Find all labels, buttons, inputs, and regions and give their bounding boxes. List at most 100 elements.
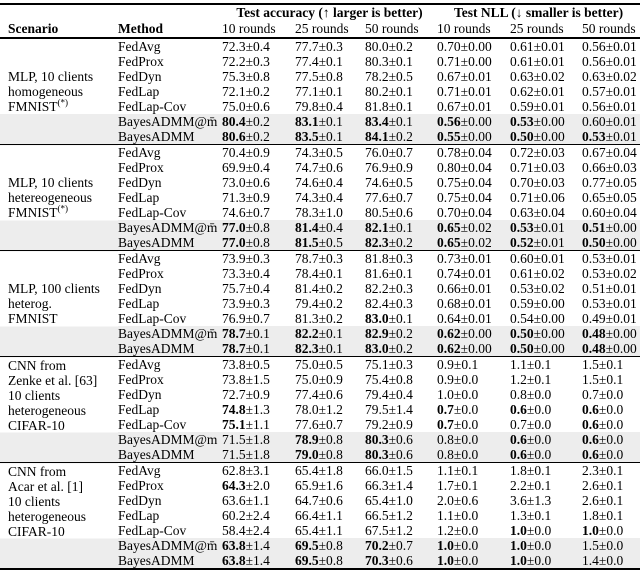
value-cell: 69.5±0.8 [295,538,343,553]
value-mean: 74.3 [295,145,319,160]
method-cell: FedDyn [118,387,162,402]
value-mean: 64.3 [222,478,246,493]
value-cell: 0.70±0.03 [510,175,565,190]
value-mean: 83.4 [365,114,389,129]
value-cell: 0.7±0.0 [437,417,479,432]
method-cell: FedProx [118,372,164,387]
value-mean: 0.8 [437,447,454,462]
method-cell: FedProx [118,160,164,175]
value-mean: 1.3 [510,508,527,523]
value-mean: 0.7 [437,402,454,417]
value-cell: 1.4±0.0 [582,553,624,568]
scenario-line: CNN from [8,358,67,373]
value-mean: 78.0 [295,402,319,417]
value-cell: 77.1±0.1 [295,84,343,99]
value-cell: 1.8±0.1 [582,508,624,523]
value-mean: 0.60 [510,251,534,266]
value-mean: 78.4 [295,266,319,281]
value-mean: 0.62 [510,84,534,99]
table-row: FedLap-Cov 74.6±0.7 78.3±1.0 80.5±0.6 0.70±0… [0,205,640,220]
value-mean: 0.52 [510,235,534,250]
value-mean: 0.53 [510,114,534,129]
value-cell: 0.71±0.06 [510,190,565,205]
table-row: FedProx 73.3±0.4 78.4±0.1 81.6±0.1 0.74±0.01… [0,266,640,281]
value-cell: 78.9±0.8 [295,432,343,447]
value-cell: 81.6±0.1 [365,266,413,281]
value-cell: 65.4±1.1 [295,523,343,538]
value-mean: 66.4 [295,508,319,523]
value-mean: 74.6 [222,205,246,220]
value-mean: 1.5 [582,357,599,372]
value-mean: 72.7 [222,387,246,402]
value-mean: 0.74 [437,266,461,281]
value-cell: 83.4±0.1 [365,114,413,129]
value-cell: 71.5±1.8 [222,447,270,462]
method-cell: FedProx [118,478,164,493]
value-cell: 73.8±0.5 [222,357,270,372]
table-row: CNN from Acar et al. [1] 10 clients heterog… [0,462,640,569]
value-cell: 0.50±0.00 [582,235,637,250]
method-cell: FedLap [118,508,160,523]
value-mean: 0.60 [582,114,606,129]
value-mean: 77.7 [295,39,319,54]
value-mean: 0.6 [582,402,599,417]
acc-25-rounds-header: 25 rounds [295,21,349,36]
value-cell: 1.0±0.0 [510,553,552,568]
table-row: FedLap 74.8±1.3 78.0±1.2 79.5±1.4 0.7±0.0 0.6… [0,402,640,417]
value-cell: 83.1±0.1 [295,114,343,129]
method-cell: BayesADMM@m̄ [118,220,218,235]
value-cell: 82.2±0.3 [365,281,413,296]
value-mean: 80.0 [365,39,389,54]
value-cell: 76.9±0.7 [222,311,270,326]
scenario-line: MLP, 10 clients [8,175,94,190]
scenario-line: Zenke et al. [63] [8,373,98,388]
value-cell: 73.8±1.5 [222,372,270,387]
value-mean: 76.0 [365,145,389,160]
value-cell: 0.52±0.01 [510,235,565,250]
table-row: MLP, 10 clients hetereogeneous FMNIST(*) Fe… [0,144,640,251]
value-cell: 78.4±0.1 [295,266,343,281]
value-cell: 1.2±0.0 [437,523,479,538]
table-row: BayesADMM 80.6±0.2 83.5±0.1 84.1±0.2 0.55±0.… [0,129,640,145]
value-cell: 75.0±0.5 [295,357,343,372]
test-nll-group-header: Test NLL (↓ smaller is better) [453,5,624,20]
value-mean: 76.9 [222,311,246,326]
value-cell: 1.2±0.1 [510,372,552,387]
value-mean: 64.7 [295,493,319,508]
value-mean: 2.2 [510,478,527,493]
value-cell: 0.64±0.01 [437,311,492,326]
value-cell: 0.57±0.01 [582,84,637,99]
value-mean: 0.62 [437,341,461,356]
scenario-line: FMNIST(*) [8,203,69,220]
value-mean: 62.8 [222,463,246,478]
value-mean: 0.70 [437,39,461,54]
value-mean: 74.6 [295,175,319,190]
method-cell: BayesADMM [118,553,195,568]
value-mean: 0.60 [582,205,606,220]
value-cell: 0.49±0.01 [582,311,637,326]
value-mean: 82.9 [365,326,389,341]
table-row: FedDyn 63.6±1.1 64.7±0.6 65.4±1.0 2.0±0.6 3.6… [0,493,640,508]
value-cell: 69.5±0.8 [295,553,343,568]
value-mean: 75.1 [222,417,246,432]
value-mean: 1.0 [510,523,527,538]
value-cell: 1.3±0.1 [510,508,552,523]
method-cell: FedLap-Cov [118,523,187,538]
value-cell: 0.53±0.01 [510,220,565,235]
table-row: MLP, 10 clients homogeneous FMNIST(*) FedAv… [0,38,640,145]
value-mean: 80.3 [365,432,389,447]
value-cell: 3.6±1.3 [510,493,552,508]
value-cell: 73.9±0.3 [222,296,270,311]
value-mean: 82.2 [295,326,319,341]
value-mean: 0.56 [582,99,606,114]
value-cell: 79.0±0.8 [295,447,343,462]
table-row: FedDyn 73.0±0.6 74.6±0.4 74.6±0.5 0.75±0.04 0… [0,175,640,190]
scenario-column-header: Scenario [8,21,59,36]
value-mean: 0.53 [582,296,606,311]
value-mean: 74.8 [222,402,246,417]
value-mean: 80.6 [222,129,246,144]
value-cell: 0.70±0.00 [437,39,492,54]
test-accuracy-group-header: Test accuracy (↑ larger is better) [236,5,423,20]
value-cell: 72.1±0.2 [222,84,270,99]
value-mean: 3.6 [510,493,527,508]
